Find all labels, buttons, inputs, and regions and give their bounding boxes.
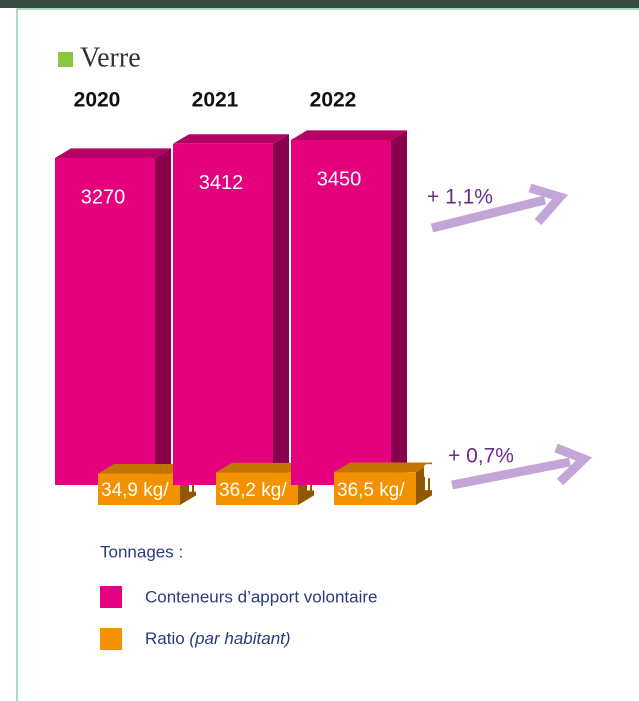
legend-label-text: Ratio xyxy=(145,629,185,648)
legend-title: Tonnages : xyxy=(100,542,183,561)
arrow-head xyxy=(554,443,593,486)
legend-label: Ratio (par habitant) xyxy=(145,629,291,648)
value-label: 36,5 kg/ xyxy=(337,480,405,501)
annotation: + 0,7% xyxy=(448,445,514,468)
bar-side xyxy=(273,134,289,485)
arrow-head xyxy=(528,183,569,225)
chart-title: Verre xyxy=(80,42,141,73)
person-icon xyxy=(425,476,428,491)
x-tick-label: 2020 xyxy=(74,89,121,112)
value-label: 3270 xyxy=(81,186,126,208)
ratio-bar xyxy=(98,473,180,505)
person-icon xyxy=(430,476,433,491)
person-icon xyxy=(425,454,433,463)
bar xyxy=(55,158,155,485)
bar-top xyxy=(173,134,289,144)
bar xyxy=(291,140,391,485)
ratio-bar-top xyxy=(98,463,196,474)
ratio-bar-top xyxy=(334,462,432,473)
legend-label: Conteneurs d’apport volontaire xyxy=(145,587,377,606)
x-tick-label: 2021 xyxy=(192,89,239,112)
person-icon xyxy=(424,464,434,479)
bar-top xyxy=(55,148,171,158)
title-marker xyxy=(58,52,73,67)
value-label: 36,2 kg/ xyxy=(219,480,287,501)
bar-side xyxy=(391,130,407,485)
legend-label-note: (par habitant) xyxy=(189,629,290,648)
value-label: 34,9 kg/ xyxy=(101,480,169,501)
arrow xyxy=(430,195,547,233)
arrow xyxy=(451,457,571,490)
photo-strip xyxy=(0,0,639,8)
bar xyxy=(173,143,273,486)
legend-swatch xyxy=(100,628,122,650)
legend-swatch xyxy=(100,586,122,608)
bar-side xyxy=(155,148,171,485)
ratio-bar xyxy=(334,472,416,505)
ratio-bar-top xyxy=(216,462,314,473)
value-label: 3450 xyxy=(317,168,362,190)
value-label: 3412 xyxy=(199,172,244,194)
bar-top xyxy=(291,130,407,140)
ratio-bar xyxy=(216,472,298,505)
annotation: + 1,1% xyxy=(427,186,493,209)
x-tick-label: 2022 xyxy=(310,89,357,112)
